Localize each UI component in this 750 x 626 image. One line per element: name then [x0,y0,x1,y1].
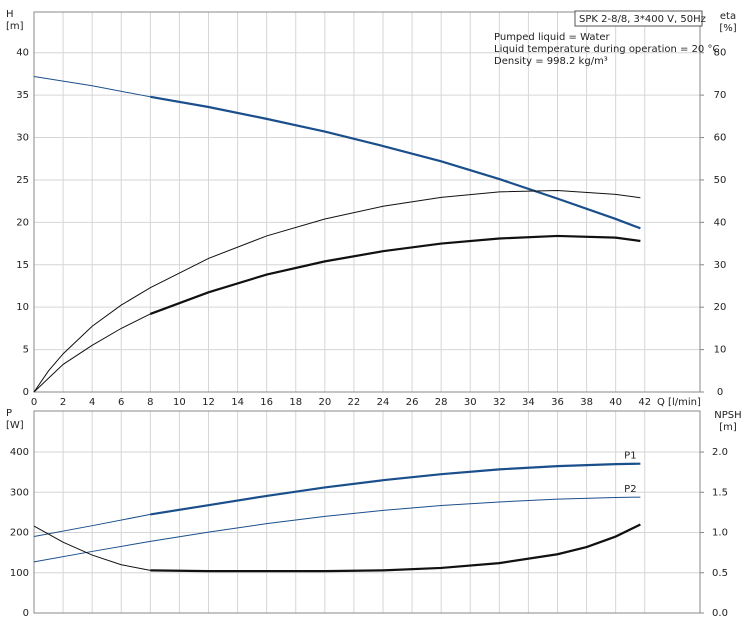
x-tick-label: 34 [522,397,535,408]
y-tick-label: 35 [16,90,29,101]
y-axis-label: [W] [6,420,24,431]
annotation: Density = 998.2 kg/m³ [494,56,608,67]
y-tick-label: 20 [16,217,29,228]
title-box [574,10,703,27]
series-line [33,190,641,393]
x-tick-label: 4 [89,397,95,408]
y-tick-label: 400 [10,447,29,458]
x-tick-label: 14 [231,397,244,408]
series-line [33,313,151,393]
y2-tick-label: 40 [714,217,727,228]
x-tick-label: 24 [377,397,390,408]
x-tick-label: 8 [147,397,153,408]
x-tick-label: 38 [580,397,593,408]
y-tick-label: 5 [23,345,29,356]
x-tick-label: 42 [638,397,651,408]
chart-title: SPK 2-8/8, 3*400 V, 50Hz [579,14,706,25]
series-line [150,523,641,573]
y2-tick-label: 0.5 [712,568,728,579]
y-tick-label: 10 [16,302,29,313]
x-tick-label: 20 [318,397,331,408]
x-tick-label: 32 [493,397,506,408]
annotation: Liquid temperature during operation = 20… [494,44,719,55]
x-tick-label: 30 [464,397,477,408]
series-line [33,75,151,98]
y2-axis-label: NPSH [714,410,741,421]
series-label: P2 [624,484,636,495]
x-tick-label: 18 [289,397,302,408]
x-tick-label: 0 [31,397,37,408]
y2-tick-label: 0 [717,387,723,398]
annotation: Pumped liquid = Water [494,32,611,43]
y-tick-label: 0 [23,387,29,398]
x-tick-label: 22 [348,397,361,408]
y-axis-label: H [6,9,14,20]
series-line [149,234,641,315]
series-line [150,95,641,230]
y2-tick-label: 1.0 [712,528,728,539]
y2-axis-label: eta [720,11,736,22]
plot-frame [33,11,701,393]
y-tick-label: 25 [16,175,29,186]
y-tick-label: 100 [10,568,29,579]
y2-axis-label: [%] [719,23,736,34]
y-axis-label: P [6,408,12,419]
x-tick-label: 26 [406,397,419,408]
x-tick-label: 6 [118,397,124,408]
y2-tick-label: 20 [714,302,727,313]
y-tick-label: 300 [10,487,29,498]
y-tick-label: 30 [16,133,29,144]
series-line [33,496,641,563]
series-label: P1 [624,451,636,462]
y-tick-label: 0 [23,608,29,619]
y-tick-label: 15 [16,260,29,271]
plot-frame [33,410,701,614]
y2-tick-label: 0.0 [712,608,728,619]
x-tick-label: 2 [60,397,66,408]
y2-tick-label: 70 [714,90,727,101]
y2-tick-label: 60 [714,133,727,144]
y2-axis-label: [m] [719,422,737,433]
x-tick-label: 16 [260,397,273,408]
y2-tick-label: 30 [714,260,727,271]
x-tick-label: 36 [551,397,564,408]
series-line [33,525,151,571]
y-axis-label: [m] [6,21,24,32]
y2-tick-label: 10 [714,345,727,356]
x-axis-label: Q [l/min] [657,397,701,408]
x-tick-label: 28 [435,397,448,408]
x-tick-label: 10 [173,397,186,408]
y2-tick-label: 80 [714,48,727,59]
y2-tick-label: 50 [714,175,727,186]
x-tick-label: 40 [609,397,622,408]
series-line [150,462,641,516]
y2-tick-label: 1.5 [712,487,728,498]
series-line [33,513,151,538]
y-tick-label: 40 [16,48,29,59]
y2-tick-label: 2.0 [712,447,728,458]
x-tick-label: 12 [202,397,215,408]
y-tick-label: 200 [10,528,29,539]
